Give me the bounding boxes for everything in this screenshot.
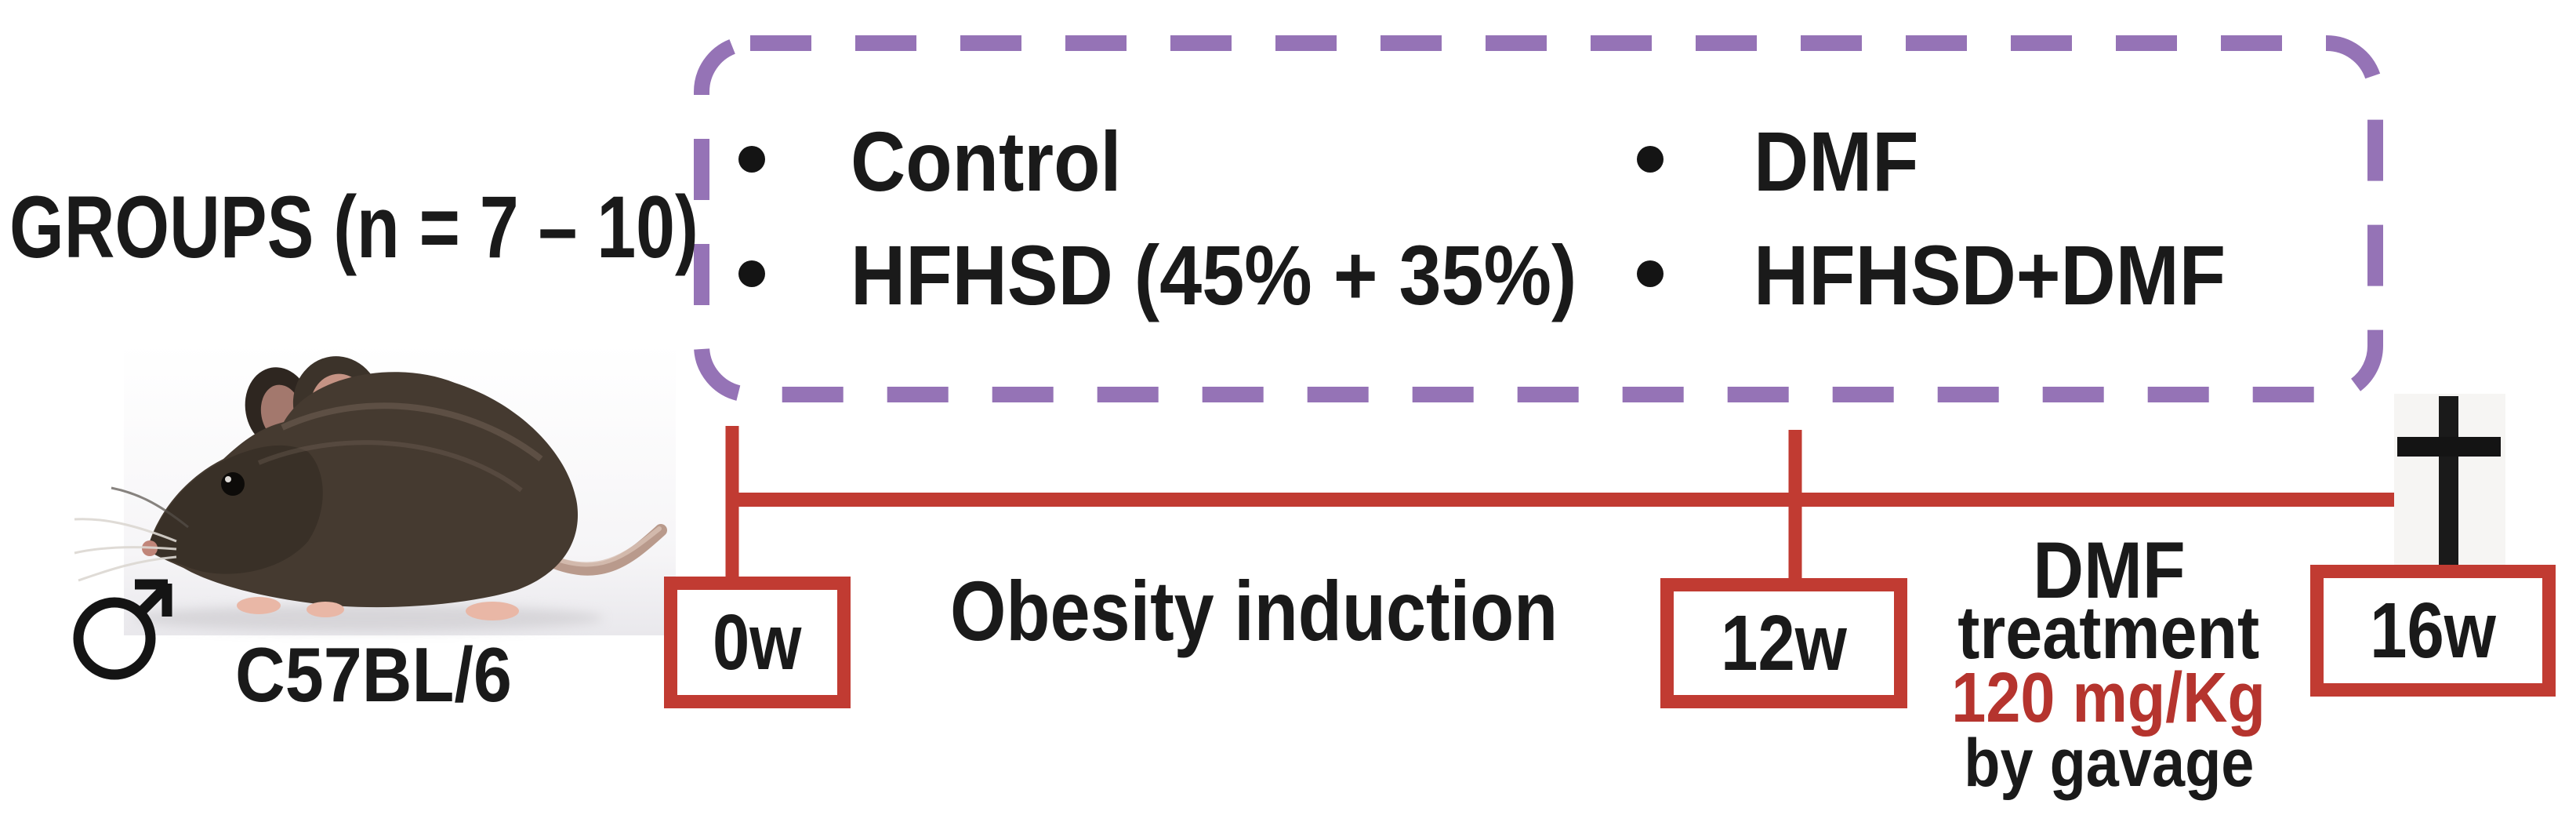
mouse-feet — [237, 597, 519, 620]
groups-label-text: GROUPS (n = 7 – 10) — [9, 178, 698, 276]
group-item-control: Control — [851, 119, 1152, 204]
mouse-shadow — [133, 605, 604, 631]
mouse-fur-highlight — [281, 402, 543, 462]
mouse-icon — [74, 356, 667, 620]
bullet-icon — [1637, 146, 1664, 173]
group-item-dmf-label: DMF — [1754, 114, 1919, 209]
group-item-hfhsd-label: HFHSD (45% + 35%) — [851, 227, 1577, 322]
group-item-hfhsd: HFHSD (45% + 35%) — [851, 233, 1657, 318]
death-cross-stem — [2439, 396, 2458, 572]
bullet-icon — [738, 146, 765, 173]
mouse-eye-highlight — [225, 476, 231, 482]
week-box-12w: 12w — [1660, 578, 1907, 708]
group-item-control-label: Control — [851, 114, 1122, 209]
male-icon — [73, 579, 172, 680]
phase-obesity-induction-label: Obesity induction — [950, 569, 1665, 653]
treatment-dose-label: 120 mg/Kg — [1913, 663, 2305, 733]
timeline — [725, 426, 2438, 582]
groups-label: GROUPS (n = 7 – 10) — [9, 184, 871, 271]
group-item-hfhsd-dmf: HFHSD+DMF — [1754, 233, 2278, 318]
treatment-title-line2-text: treatment — [1957, 591, 2260, 675]
mouse-fur-highlight-2 — [257, 440, 523, 493]
death-cross-bar — [2397, 437, 2501, 457]
week-label-12w: 12w — [1721, 599, 1847, 687]
treatment-title-line1-text: DMF — [2032, 526, 2186, 615]
mouse-whisker-dark — [111, 486, 189, 529]
mouse-eye — [221, 472, 245, 496]
phase-obesity-induction-text: Obesity induction — [950, 563, 1558, 658]
treatment-route-text: by gavage — [1963, 726, 2255, 801]
group-item-dmf: DMF — [1754, 119, 1937, 204]
strain-label-text: C57BL/6 — [235, 631, 512, 718]
mouse-photo — [74, 344, 676, 635]
group-box-outline — [694, 35, 2383, 402]
bullet-icon — [738, 260, 765, 287]
group-item-hfhsd-dmf-label: HFHSD+DMF — [1754, 227, 2226, 322]
mouse-head — [147, 445, 323, 574]
death-cross-icon — [2394, 394, 2505, 572]
week-box-16w: 16w — [2310, 565, 2556, 697]
mouse-whiskers — [74, 518, 177, 582]
bullet-icon — [1637, 260, 1664, 287]
week-box-0w: 0w — [664, 577, 851, 708]
strain-label: C57BL/6 — [235, 636, 542, 713]
mouse-tail-highlight — [544, 526, 662, 567]
treatment-title-line1: DMF — [1913, 530, 2305, 610]
week-label-0w: 0w — [713, 598, 802, 686]
treatment-title-line2: treatment — [1913, 595, 2305, 671]
mouse-tail — [539, 524, 667, 576]
week-label-16w: 16w — [2370, 586, 2496, 675]
treatment-route-label: by gavage — [1913, 729, 2305, 797]
treatment-dose-text: 120 mg/Kg — [1951, 659, 2266, 737]
